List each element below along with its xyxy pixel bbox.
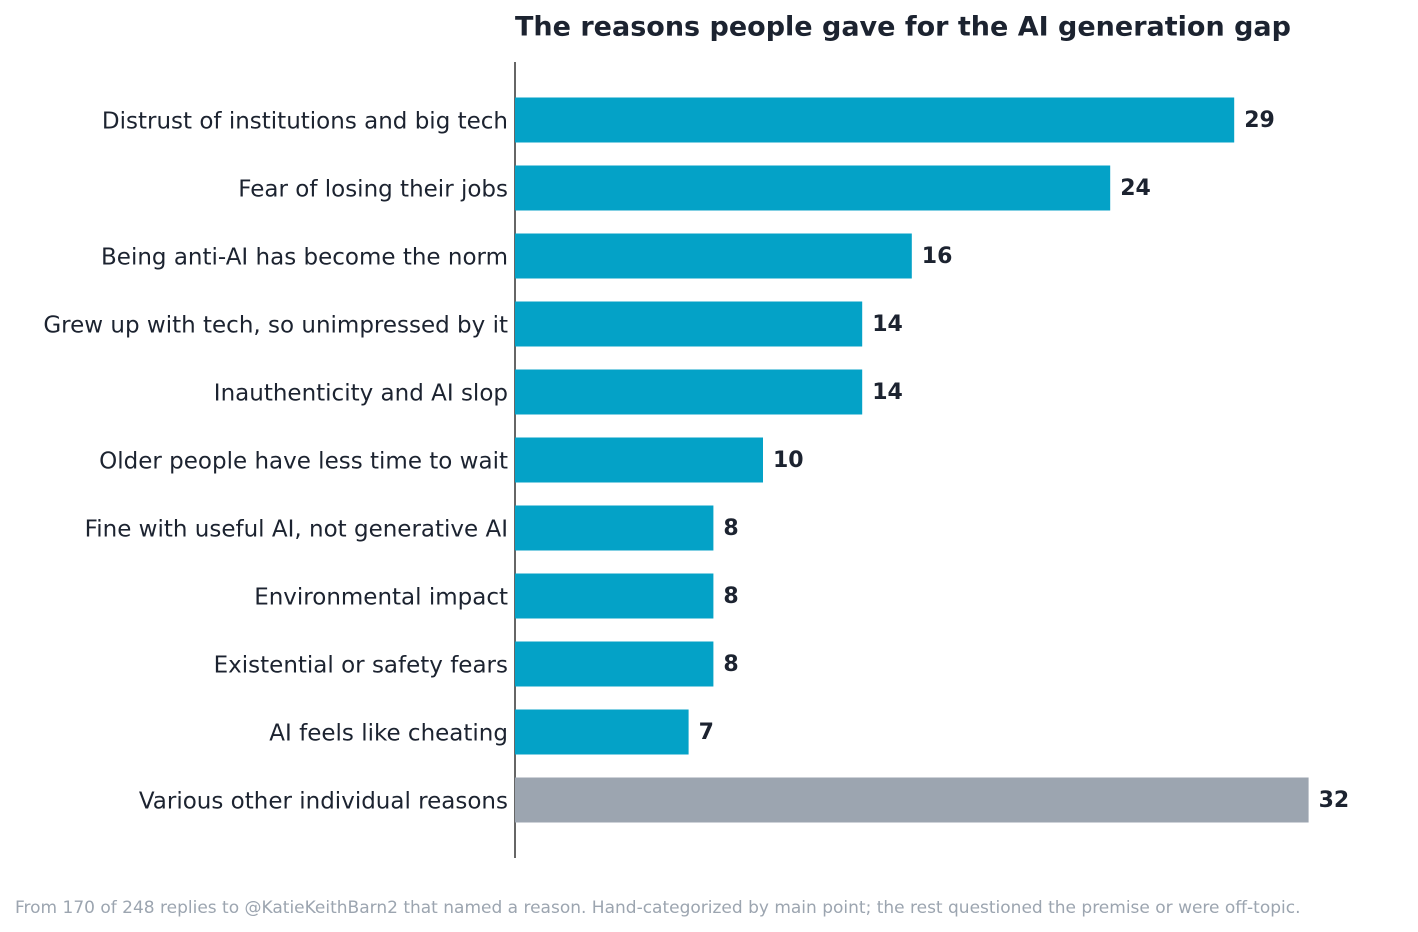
bar: [515, 505, 714, 551]
y-tick-label: Existential or safety fears: [214, 653, 508, 679]
y-tick-label: Various other individual reasons: [139, 789, 508, 815]
value-label: 8: [723, 652, 738, 677]
bar: [515, 165, 1111, 211]
value-label: 8: [723, 516, 738, 541]
value-label: 14: [872, 312, 903, 337]
y-tick-label: Being anti-AI has become the norm: [101, 245, 508, 271]
value-label: 29: [1244, 108, 1275, 133]
value-label: 10: [773, 448, 804, 473]
bar: [515, 437, 763, 483]
value-label: 32: [1319, 788, 1350, 813]
value-label: 16: [922, 244, 953, 269]
bar: [515, 641, 714, 687]
bar: [515, 777, 1309, 823]
y-tick-label: Distrust of institutions and big tech: [102, 109, 508, 135]
y-tick-label: Inauthenticity and AI slop: [214, 381, 508, 407]
y-tick-label: Fine with useful AI, not generative AI: [85, 517, 508, 543]
caption: From 170 of 248 replies to @KatieKeithBa…: [15, 898, 1300, 918]
chart-title: The reasons people gave for the AI gener…: [515, 12, 1291, 43]
y-tick-label: AI feels like cheating: [269, 721, 508, 747]
bar: [515, 709, 689, 755]
value-label: 7: [699, 720, 714, 745]
bar: [515, 233, 912, 279]
bar: [515, 573, 714, 619]
bar: [515, 369, 863, 415]
y-tick-label: Older people have less time to wait: [99, 449, 508, 475]
value-label: 14: [872, 380, 903, 405]
y-tick-label: Environmental impact: [254, 585, 508, 611]
bar: [515, 97, 1235, 143]
value-label: 8: [723, 584, 738, 609]
y-tick-label: Grew up with tech, so unimpressed by it: [43, 313, 508, 339]
bar: [515, 301, 863, 347]
y-tick-label: Fear of losing their jobs: [238, 177, 508, 203]
value-label: 24: [1120, 176, 1151, 201]
